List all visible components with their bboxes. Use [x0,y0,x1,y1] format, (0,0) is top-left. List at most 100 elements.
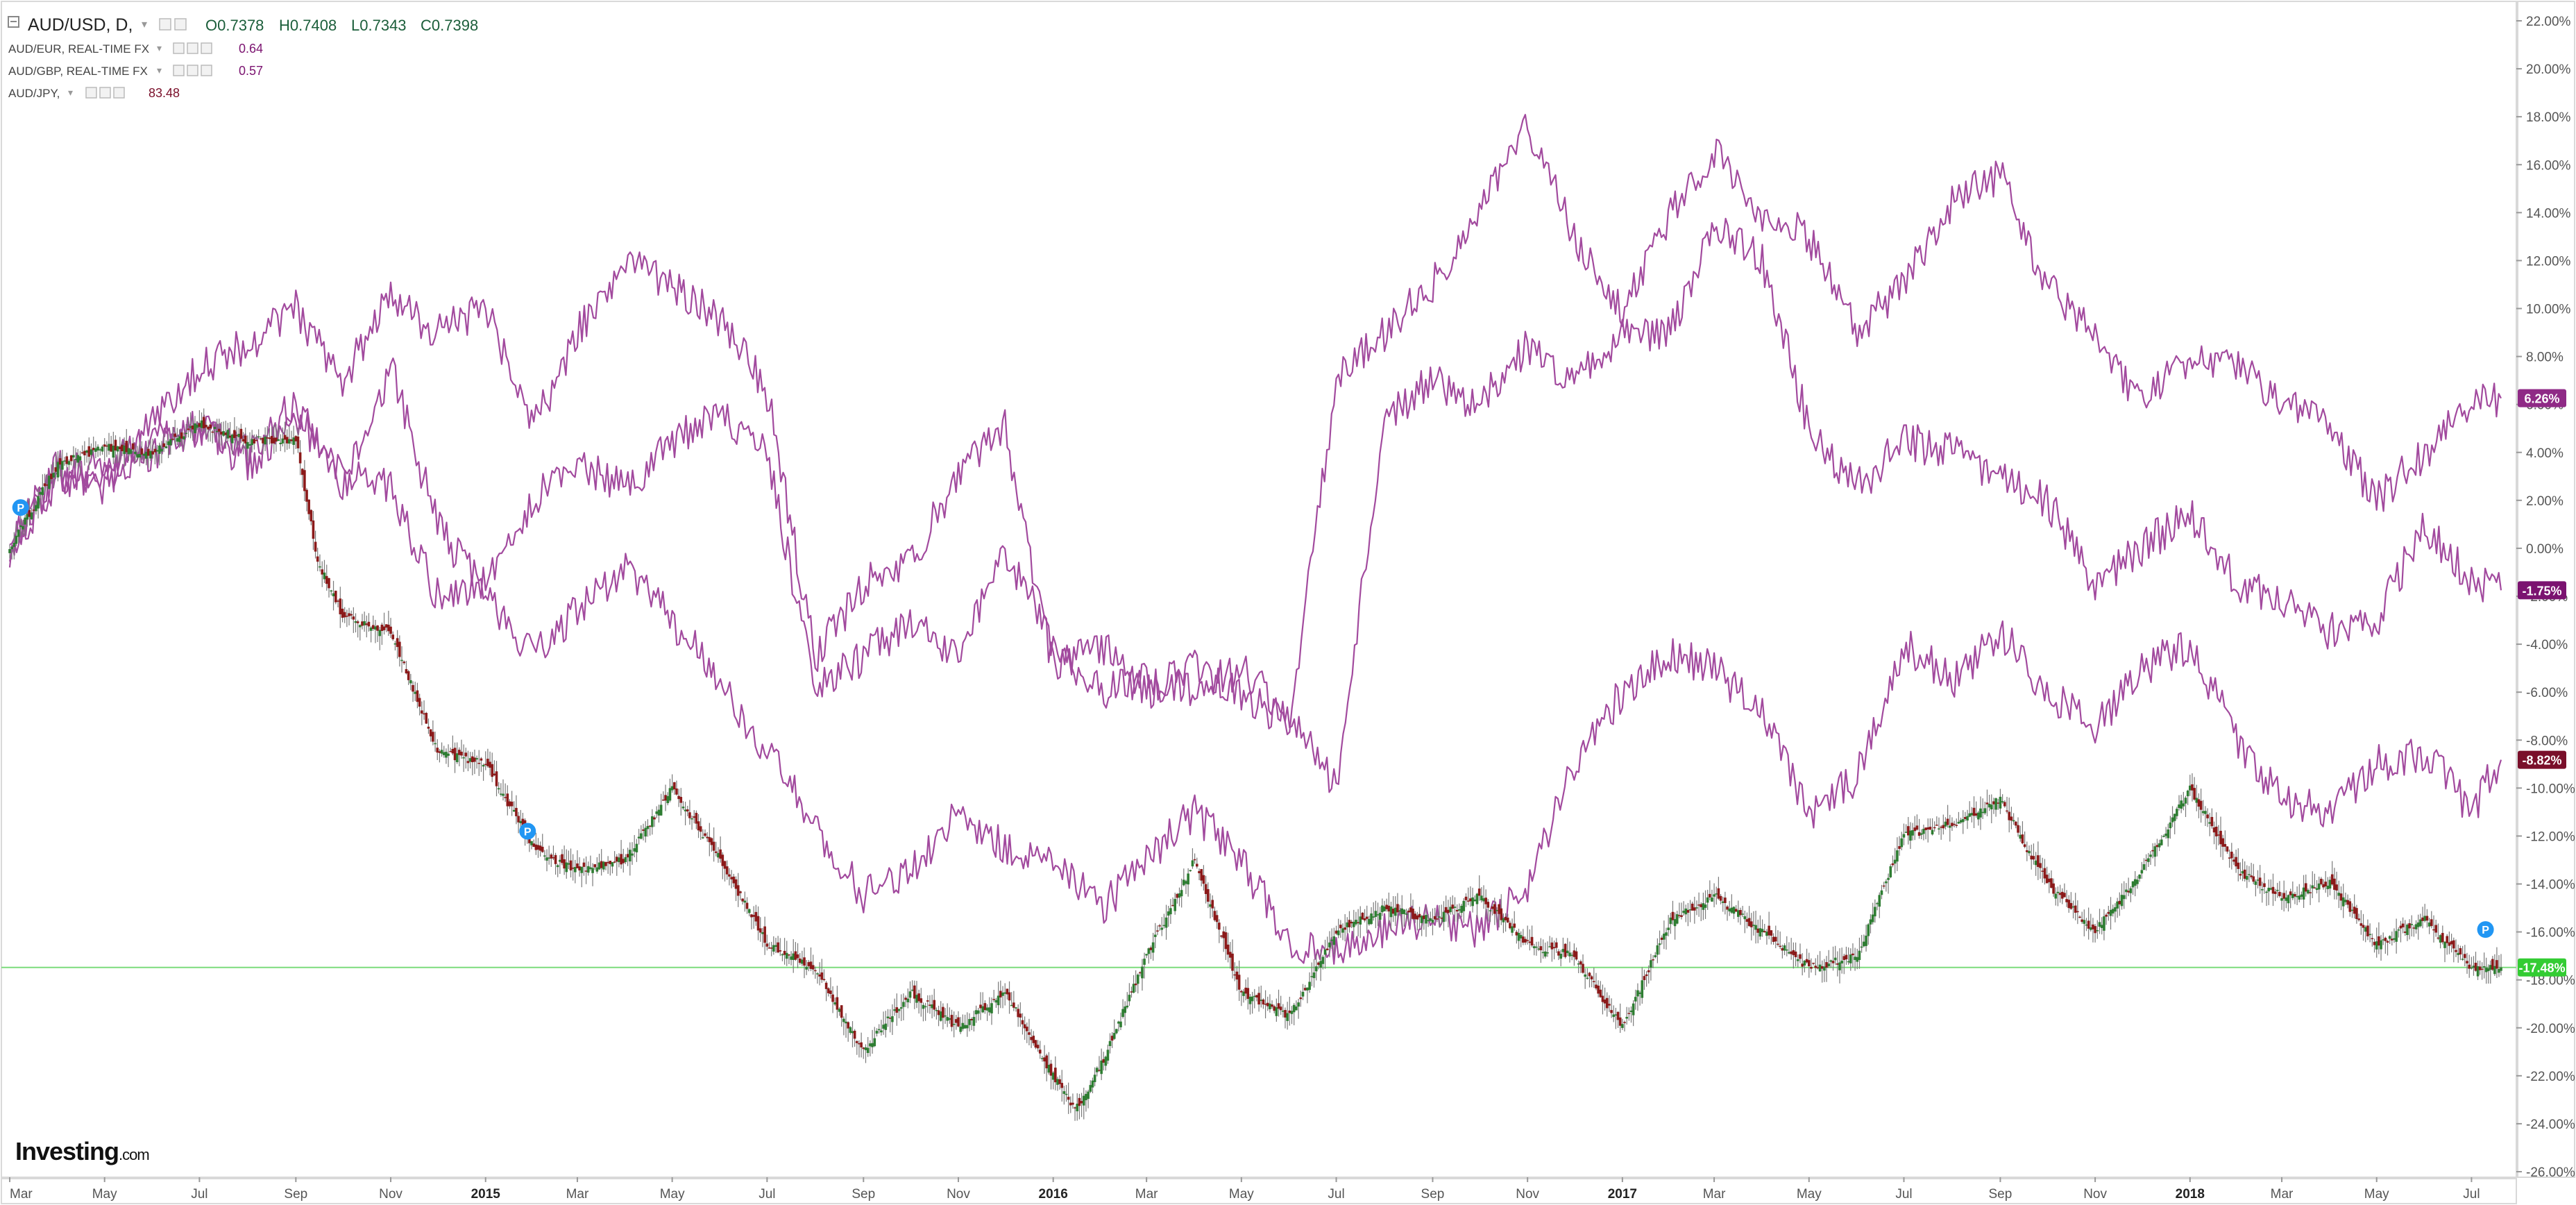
settings-icon[interactable] [174,18,187,31]
candle-body [2056,891,2060,893]
eye-icon[interactable] [85,87,97,99]
candle-body [1570,954,1573,957]
candle-body [1034,1040,1037,1048]
candle-body [536,845,540,850]
chevron-down-icon[interactable]: ▾ [68,87,73,98]
candle-body [480,758,483,761]
candle-body [2006,810,2008,812]
y-tick-label: -20.00% [2526,1022,2575,1036]
candle-body [2493,966,2496,975]
close-icon[interactable] [201,65,212,76]
candle-body [2162,836,2165,837]
candle-body [1167,911,1170,916]
candle-body [2269,888,2273,890]
candle-body [1051,1072,1055,1080]
candle-body [110,444,112,452]
compare-legend-aud-gbp[interactable]: AUD/GBP, REAL-TIME FX ▾ 0.57 [8,64,263,78]
candle-body [330,590,333,592]
eye-icon[interactable] [159,18,171,31]
event-marker-circle[interactable] [2477,921,2494,938]
collapse-legend-icon[interactable] [8,16,19,28]
candle-body [983,1003,987,1011]
y-tick-label: -22.00% [2526,1070,2575,1084]
candle-body [30,512,33,520]
candle-body [2300,894,2303,898]
candle-body [688,812,691,818]
chevron-down-icon[interactable]: ▾ [157,65,162,76]
candle-body [569,860,573,870]
ohlc-high-label: H [279,17,290,34]
candle-body [1772,936,1775,942]
candle-body [2178,804,2180,809]
candle-body [1781,947,1784,951]
time-axis[interactable] [1,1178,2517,1204]
candle-body [305,489,308,502]
candle-body [1400,908,1404,914]
candle-body [2480,968,2484,970]
candle-body [1423,916,1425,920]
candle-body [270,436,273,444]
main-series-legend[interactable]: AUD/USD, D, ▾ O0.7378 H0.7408 L0.7343 C0… [8,15,478,35]
candle-body [2350,909,2354,911]
candle-body [644,827,647,837]
candle-body [1586,977,1589,979]
candle-body [1378,913,1382,920]
candle-body [1777,943,1779,945]
candle-body [1233,974,1237,976]
candle-body [1759,928,1762,937]
chevron-down-icon[interactable]: ▾ [142,19,147,31]
event-marker-circle[interactable] [12,499,29,516]
candle-body [1284,1010,1287,1018]
candle-body [1959,820,1963,823]
candle-body [2037,855,2040,867]
candle-body [61,461,64,470]
chevron-down-icon[interactable]: ▾ [157,42,162,53]
candle-body [1480,895,1483,901]
main-symbol-label[interactable]: AUD/USD, D, [28,15,133,35]
compare-legend-aud-jpy[interactable]: AUD/JPY, ▾ 83.48 [8,86,180,100]
plot-area[interactable] [1,1,2517,1178]
y-tick-label: -18.00% [2526,974,2575,988]
candle-body [1979,808,1982,818]
eye-icon[interactable] [173,42,185,54]
candle-body [1546,952,1549,954]
y-tick-label: -8.00% [2526,734,2568,748]
candle-body [142,453,146,456]
close-icon[interactable] [113,87,125,99]
candle-body [1486,902,1490,908]
candle-body [211,431,214,433]
compare-symbol-label[interactable]: AUD/EUR, REAL-TIME FX [8,42,149,56]
ohlc-high-value: 0.7408 [290,17,337,34]
compare-symbol-label[interactable]: AUD/GBP, REAL-TIME FX [8,65,148,78]
candle-body [1641,980,1644,998]
eye-icon[interactable] [173,65,185,76]
candle-body [1559,953,1562,959]
candle-body [1709,893,1711,898]
candle-body [2105,914,2108,917]
candle-body [924,1006,927,1008]
candle-body [2180,800,2183,809]
event-marker[interactable]: P [2477,921,2494,938]
settings-icon[interactable] [187,42,198,54]
compare-symbol-label[interactable]: AUD/JPY, [8,87,60,100]
candle-body [1196,863,1198,867]
candle-body [2410,924,2414,925]
candle-body [1139,972,1142,974]
candle-body [1502,918,1505,922]
candle-body [759,928,762,933]
settings-icon[interactable] [187,65,198,76]
compare-legend-aud-eur[interactable]: AUD/EUR, REAL-TIME FX ▾ 0.64 [8,42,263,56]
candle-body [988,1007,991,1013]
candle-body [1852,953,1854,956]
close-icon[interactable] [201,42,212,54]
settings-icon[interactable] [99,87,111,99]
candle-body [87,446,91,457]
candle-body [1966,816,1969,821]
x-tick-label: May [1797,1187,1822,1202]
event-marker[interactable]: P [519,823,536,840]
candle-body [500,793,502,795]
event-marker-circle[interactable] [519,823,536,840]
candle-body [1680,915,1683,918]
event-marker[interactable]: P [12,499,29,516]
candle-body [121,444,124,452]
